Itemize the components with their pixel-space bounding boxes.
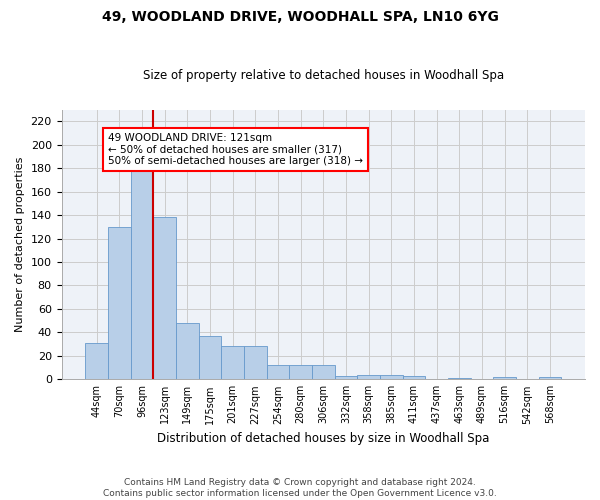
Bar [335, 376, 357, 380]
Bar [289, 365, 312, 380]
Text: Contains HM Land Registry data © Crown copyright and database right 2024.
Contai: Contains HM Land Registry data © Crown c… [103, 478, 497, 498]
Bar [221, 346, 244, 380]
Bar [199, 336, 221, 380]
Bar [380, 374, 403, 380]
Bar [448, 378, 470, 380]
Text: 49, WOODLAND DRIVE, WOODHALL SPA, LN10 6YG: 49, WOODLAND DRIVE, WOODHALL SPA, LN10 6… [101, 10, 499, 24]
Bar [403, 376, 425, 380]
Bar [357, 374, 380, 380]
Bar [266, 365, 289, 380]
Y-axis label: Number of detached properties: Number of detached properties [15, 156, 25, 332]
X-axis label: Distribution of detached houses by size in Woodhall Spa: Distribution of detached houses by size … [157, 432, 490, 445]
Bar [244, 346, 266, 380]
Bar [493, 377, 516, 380]
Bar [539, 377, 561, 380]
Bar [176, 323, 199, 380]
Bar [108, 227, 131, 380]
Title: Size of property relative to detached houses in Woodhall Spa: Size of property relative to detached ho… [143, 69, 504, 82]
Bar [131, 170, 154, 380]
Text: 49 WOODLAND DRIVE: 121sqm
← 50% of detached houses are smaller (317)
50% of semi: 49 WOODLAND DRIVE: 121sqm ← 50% of detac… [108, 133, 363, 166]
Bar [85, 343, 108, 380]
Bar [154, 218, 176, 380]
Bar [312, 365, 335, 380]
